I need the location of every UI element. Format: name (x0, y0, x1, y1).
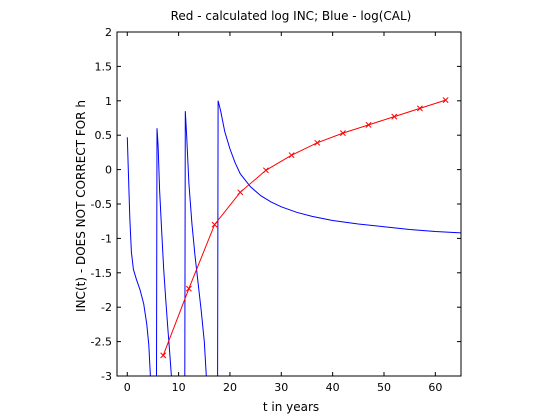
series-1-line (162, 99, 446, 356)
axes-box (116, 31, 462, 377)
x-tick-label-2: 20 (223, 381, 237, 394)
series-1-marker-1 (185, 285, 192, 292)
series-1-marker-0 (160, 352, 167, 359)
axes: 0 10 20 30 40 50 60 -3 -2.5 -2 -1.5 -1 -0.5 0 0.5 1 1.5 2 (91, 26, 462, 394)
series-1-marker-11 (442, 97, 449, 104)
series-0-line-segment-2 (184, 111, 207, 376)
y-tick-label-2: -2 (101, 301, 112, 314)
y-tick-label-9: 1.5 (95, 60, 113, 73)
x-tick-label-4: 40 (326, 381, 340, 394)
x-tick-label-1: 10 (172, 381, 186, 394)
x-tick-label-0: 0 (124, 381, 131, 394)
series-1-marker-5 (288, 152, 295, 159)
y-tick-label-1: -2.5 (91, 336, 112, 349)
x-tick-label-3: 30 (274, 381, 288, 394)
y-axis-label: INC(t) - DOES NOT CORRECT FOR h (74, 100, 88, 312)
series-1-marker-3 (237, 189, 244, 196)
y-tick-label-7: 0.5 (95, 129, 113, 142)
series-0-line-segment-3 (217, 100, 461, 376)
series-1-marker-9 (391, 113, 398, 120)
y-tick-label-5: -0.5 (91, 198, 112, 211)
y-tick-label-0: -3 (101, 370, 112, 383)
y-tick-label-8: 1 (105, 95, 112, 108)
x-tick-label-5: 50 (377, 381, 391, 394)
series-1-marker-8 (365, 121, 372, 128)
y-tick-label-3: -1.5 (91, 267, 112, 280)
x-axis-label: t in years (263, 400, 319, 414)
chart-title: Red - calculated log INC; Blue - log(CAL… (171, 9, 412, 23)
series-1-marker-7 (339, 130, 346, 137)
series-1-marker-4 (262, 167, 269, 174)
plot-clip-group (126, 97, 461, 376)
series-1-marker-10 (416, 105, 423, 112)
series-0-line-segment-0 (126, 137, 151, 376)
series-1-marker-2 (211, 221, 218, 228)
plot-area (126, 97, 461, 376)
series-1-marker-6 (314, 139, 321, 146)
y-tick-label-6: 0 (105, 164, 112, 177)
y-tick-label-10: 2 (105, 26, 112, 39)
x-tick-label-6: 60 (428, 381, 442, 394)
y-tick-label-4: -1 (101, 232, 112, 245)
